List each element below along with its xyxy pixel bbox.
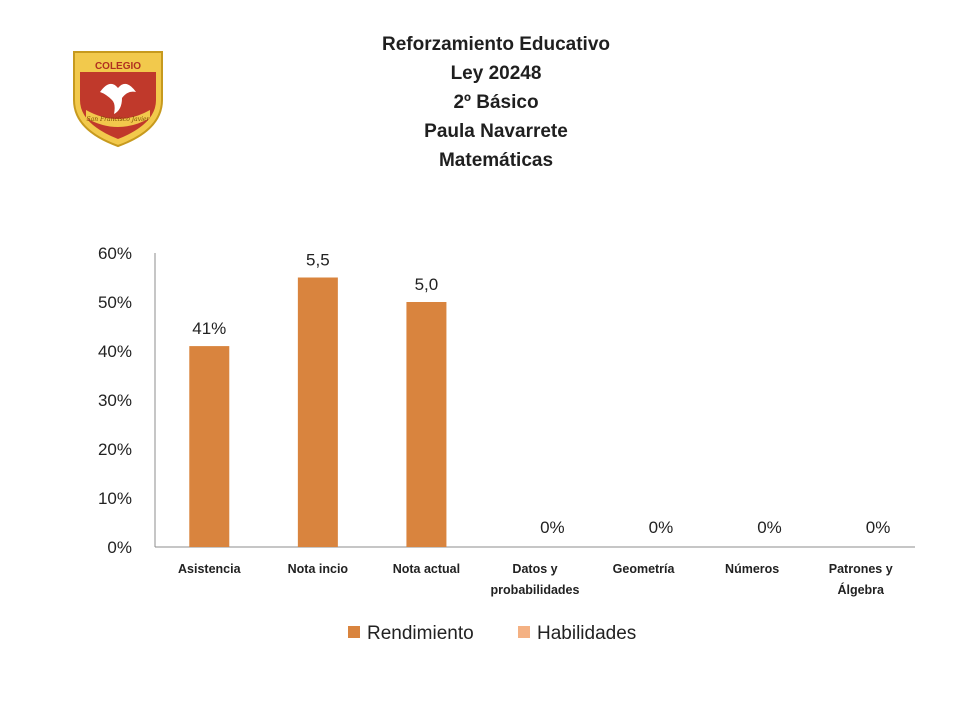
data-label: 41% <box>192 319 226 338</box>
x-category-label: Patrones y <box>829 562 893 576</box>
school-crest-logo: COLEGIO San Francisco Javier <box>73 51 163 148</box>
x-category-label: Datos y <box>512 562 557 576</box>
x-category-label: Nota actual <box>393 562 460 576</box>
logo-banner-text: San Francisco Javier <box>87 116 151 123</box>
title-line-4: Paula Navarrete <box>424 121 568 142</box>
bar-rendimiento <box>189 346 230 547</box>
logo-top-text: COLEGIO <box>95 61 141 72</box>
title-line-1: Reforzamiento Educativo <box>381 34 611 55</box>
y-tick-label: 50% <box>98 293 132 312</box>
legend-label: Rendimiento <box>367 623 474 644</box>
data-label: 0% <box>540 518 565 537</box>
y-tick-label: 40% <box>98 342 132 361</box>
y-tick-label: 30% <box>98 391 132 410</box>
x-category-label: probabilidades <box>491 583 580 597</box>
y-tick-label: 0% <box>107 538 132 557</box>
y-tick-label: 20% <box>98 440 132 459</box>
legend-swatch <box>518 626 530 638</box>
data-label: 0% <box>757 518 782 537</box>
data-label: 0% <box>866 518 891 537</box>
data-label: 5,5 <box>306 251 330 270</box>
legend-label: Habilidades <box>537 623 636 644</box>
x-category-label: Números <box>725 562 779 576</box>
bar-rendimiento <box>406 302 447 547</box>
x-category-label: Asistencia <box>178 562 242 576</box>
data-label: 0% <box>649 518 674 537</box>
data-label: 5,0 <box>415 275 439 294</box>
x-category-label: Geometría <box>613 562 676 576</box>
chart-title: Reforzamiento Educativo Ley 20248 2º Bás… <box>296 30 696 175</box>
bar-rendimiento <box>297 277 338 547</box>
title-line-5: Matemáticas <box>438 150 554 171</box>
x-category-label: Álgebra <box>837 582 885 597</box>
x-category-label: Nota incio <box>288 562 349 576</box>
y-tick-label: 10% <box>98 489 132 508</box>
legend-swatch <box>348 626 360 638</box>
title-line-3: 2º Básico <box>453 92 539 113</box>
y-tick-label: 60% <box>98 244 132 263</box>
title-line-2: Ley 20248 <box>450 63 542 84</box>
